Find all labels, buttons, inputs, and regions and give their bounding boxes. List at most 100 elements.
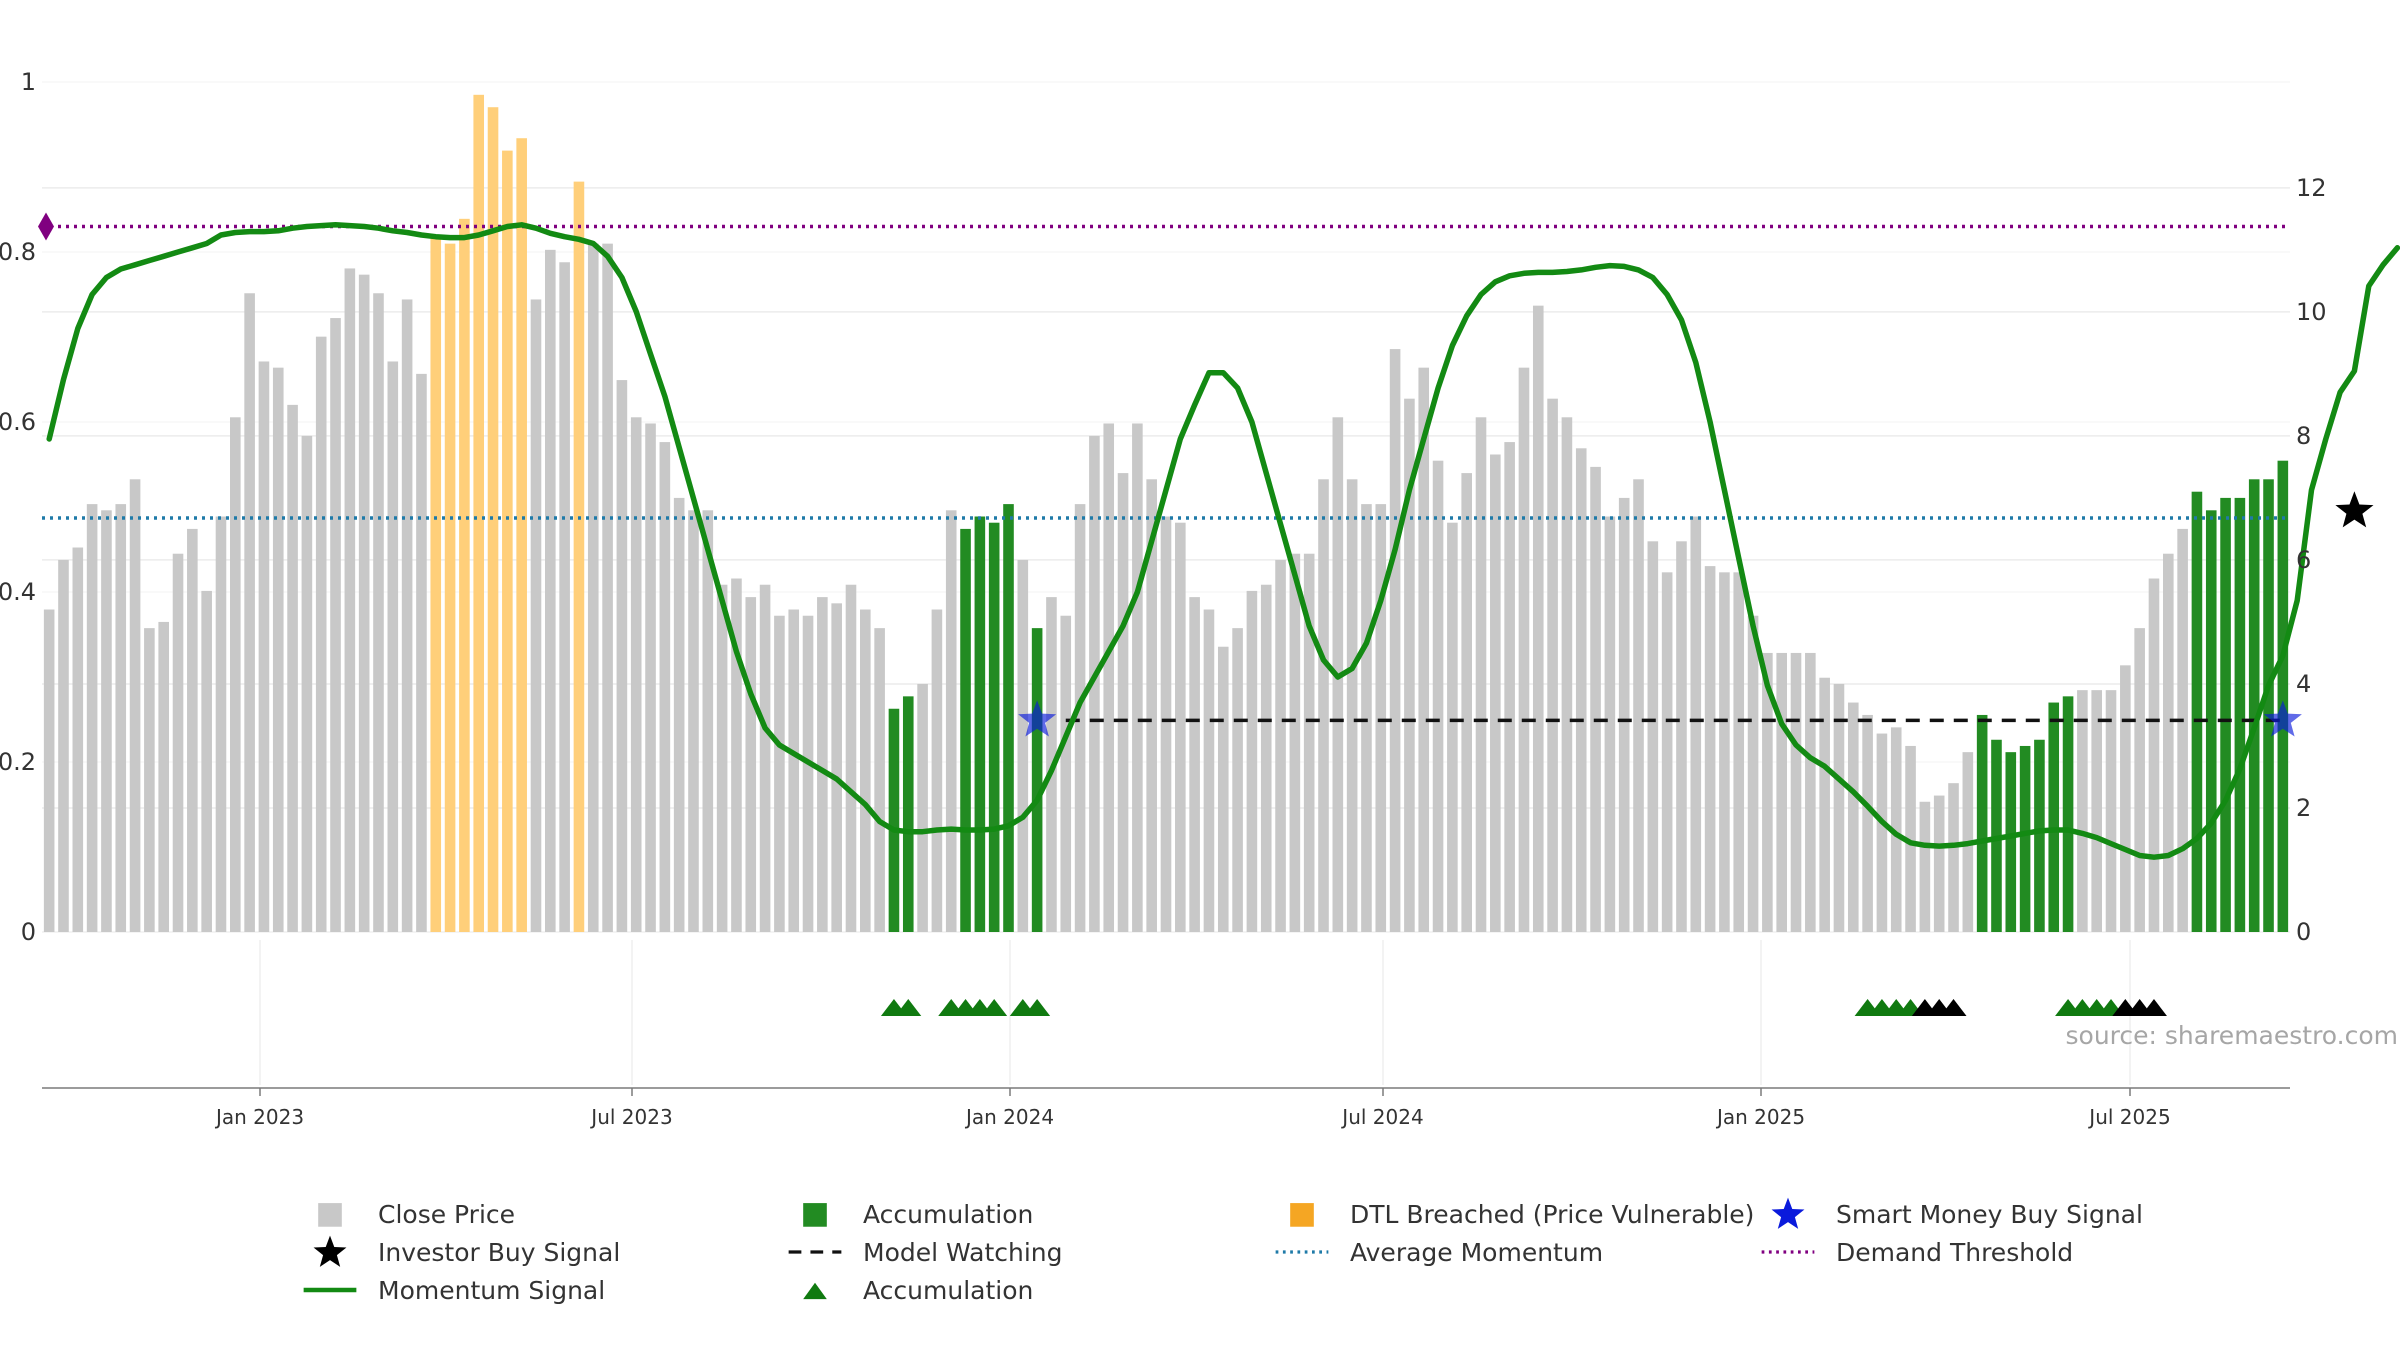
price-bar <box>1003 504 1014 932</box>
price-bar <box>1647 541 1659 932</box>
price-bar <box>845 584 857 932</box>
demand-diamond-marker <box>38 212 54 241</box>
reference-lines <box>42 224 2290 723</box>
price-bar <box>2277 460 2289 932</box>
price-bar <box>487 107 499 933</box>
price-bar <box>244 293 255 932</box>
y-right-tick-label: 4 <box>2296 670 2311 698</box>
price-bar <box>115 504 127 932</box>
price-bar <box>1933 795 1945 932</box>
x-tick-label: Jul 2023 <box>589 1105 672 1129</box>
price-bar <box>401 299 413 932</box>
price-bar <box>1175 522 1186 932</box>
accumulation-triangles <box>880 999 2167 1016</box>
price-bar <box>831 603 842 932</box>
price-bar <box>1948 783 1959 932</box>
price-bar <box>888 708 900 932</box>
price-bar <box>960 528 971 932</box>
price-bar <box>287 404 298 932</box>
legend-label: Demand Threshold <box>1836 1237 2074 1267</box>
price-bar <box>2248 479 2260 932</box>
x-tick-label: Jan 2025 <box>1715 1105 1805 1129</box>
price-bar <box>1876 733 1888 932</box>
y-right-tick-label: 10 <box>2296 298 2327 326</box>
price-bar <box>1217 646 1229 932</box>
legend-item: Average Momentum <box>1272 1234 1603 1270</box>
price-bar <box>43 609 55 932</box>
price-bar <box>1447 522 1458 932</box>
price-bar <box>1862 714 1873 932</box>
price-bar <box>1461 473 1472 932</box>
price-bar <box>2234 497 2246 932</box>
price-bar <box>1690 516 1702 932</box>
price-bar <box>530 299 542 932</box>
price-bar <box>1532 305 1544 932</box>
price-bar <box>2062 696 2074 932</box>
price-bar <box>1676 541 1687 932</box>
legend-item: DTL Breached (Price Vulnerable) <box>1272 1196 1754 1232</box>
price-bar <box>1475 417 1487 932</box>
price-bar <box>58 559 69 932</box>
momentum-series <box>46 222 2400 860</box>
price-bar <box>731 578 742 932</box>
y-left-tick-label: 0.2 <box>0 748 36 776</box>
price-bar <box>817 597 828 932</box>
accumulation-triangle <box>2140 999 2167 1016</box>
price-bar <box>630 417 642 932</box>
price-bar <box>1303 553 1315 932</box>
price-bar <box>187 528 198 932</box>
legend-item: Accumulation <box>785 1196 1033 1232</box>
price-bar <box>444 243 456 933</box>
price-bar <box>1103 423 1115 932</box>
price-bar <box>573 181 585 932</box>
price-bar <box>2162 553 2174 932</box>
y-right-tick-label: 0 <box>2296 918 2311 946</box>
legend-label: Average Momentum <box>1350 1237 1604 1267</box>
price-bar <box>1361 504 1372 932</box>
price-bar <box>559 262 570 932</box>
orange-square-icon <box>1290 1203 1314 1227</box>
price-bar <box>860 609 871 932</box>
price-bar <box>1905 745 1916 932</box>
price-bar <box>802 615 814 932</box>
accumulation-triangle <box>1024 999 1051 1016</box>
price-bar <box>1976 714 1988 932</box>
y-left-tick-label: 0.6 <box>0 408 36 436</box>
price-bar <box>931 609 943 932</box>
price-bar <box>315 336 327 932</box>
price-bar <box>1618 497 1630 932</box>
y-left-tick-label: 0.4 <box>0 578 36 606</box>
price-bar <box>702 510 714 932</box>
price-bar <box>602 243 613 933</box>
legend-item: Accumulation <box>785 1272 1033 1308</box>
price-bar <box>516 138 527 932</box>
price-bar <box>1418 367 1430 932</box>
legend-label: Accumulation <box>863 1275 1034 1305</box>
legend: Close Price Accumulation DTL Breached (Pri… <box>300 1196 2200 1316</box>
price-bar <box>272 367 284 932</box>
price-bar <box>2205 510 2217 932</box>
price-bar <box>387 361 399 932</box>
price-bar <box>1375 504 1387 932</box>
x-tick-label: Jul 2024 <box>1340 1105 1423 1129</box>
price-bar <box>1232 628 1243 932</box>
price-bar <box>2220 497 2231 932</box>
price-bar <box>1017 559 1029 932</box>
green-triangle-icon <box>803 1282 827 1300</box>
price-bar <box>1790 652 1802 932</box>
price-bar <box>1289 553 1301 932</box>
price-bar <box>1189 597 1200 932</box>
y-right-tick-label: 8 <box>2296 422 2311 450</box>
price-bar <box>1575 448 1587 932</box>
price-bar <box>545 249 556 932</box>
price-bar <box>1547 398 1558 932</box>
price-bar <box>2148 578 2160 932</box>
price-bar <box>330 318 341 932</box>
price-bar <box>745 597 757 932</box>
investor-buy-star <box>2335 491 2374 528</box>
price-bar <box>459 218 470 932</box>
price-bar <box>759 584 771 932</box>
price-bar <box>1031 628 1043 932</box>
price-bar <box>587 243 599 933</box>
black-star-icon <box>313 1235 347 1267</box>
